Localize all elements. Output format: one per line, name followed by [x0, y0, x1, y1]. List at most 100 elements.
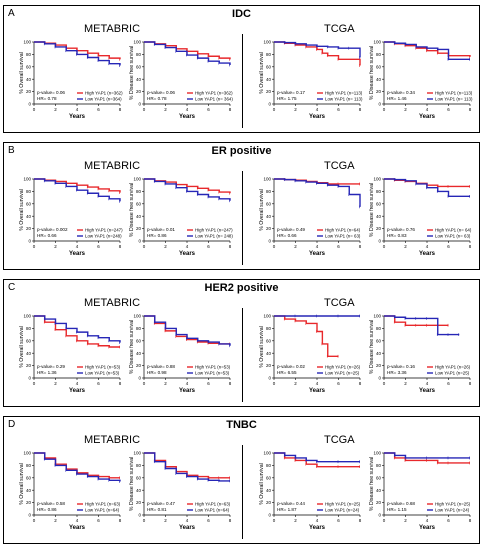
x-tick-label: 8: [229, 518, 232, 523]
x-axis-label: Years: [309, 114, 326, 120]
hazard-ratio: HR= 0.78: [37, 96, 57, 101]
y-tick-label: 40: [376, 488, 382, 493]
y-tick-label: 0: [28, 102, 31, 107]
km-plot: 0 20 40 60 80 100 0 2 4 6 8 Years % Overall survival…: [259, 451, 362, 531]
cohort-label: TCGA: [324, 160, 355, 172]
panel-b: B ER positive METABRIC 0 20 40 60 80 100 0 2 4 6 8 Yea…: [3, 142, 480, 270]
y-tick-label: 100: [133, 177, 141, 182]
y-tick-label: 100: [373, 40, 381, 45]
x-axis-label: Years: [309, 251, 326, 257]
low-yap1-curve: [384, 178, 470, 198]
y-tick-label: 100: [23, 177, 31, 182]
panel-c: C HER2 positive METABRIC 0 20 40 60 80 100 0 2 4 6 8 Y…: [3, 279, 480, 407]
legend-high-label: High YAP1 (n=63): [85, 502, 121, 507]
y-tick-label: 20: [26, 226, 32, 231]
legend-low-label: Low YAP1 (n=25): [435, 371, 470, 376]
x-tick-label: 4: [316, 381, 319, 386]
x-tick-label: 4: [426, 244, 429, 249]
legend-low-label: Low YAP1 (n=53): [85, 371, 120, 376]
hazard-ratio: HR= 0.98: [147, 370, 167, 375]
y-tick-label: 20: [26, 89, 32, 94]
x-tick-label: 8: [359, 381, 362, 386]
high-yap1-curve: [144, 315, 230, 345]
x-tick-label: 2: [54, 244, 57, 249]
y-tick-label: 40: [26, 77, 32, 82]
y-tick-label: 40: [26, 214, 32, 219]
x-axis-label: Years: [179, 525, 196, 531]
x-tick-label: 6: [337, 518, 340, 523]
x-tick-label: 0: [33, 381, 36, 386]
y-tick-label: 100: [373, 177, 381, 182]
x-tick-label: 4: [76, 244, 79, 249]
x-tick-label: 4: [316, 244, 319, 249]
y-tick-label: 20: [266, 226, 272, 231]
km-plot: 0 20 40 60 80 100 0 2 4 6 8 Years % Disease free sur…: [369, 451, 472, 531]
cohort-label: METABRIC: [84, 434, 141, 446]
legend-high-label: High YAP1 (n=63): [195, 502, 231, 507]
x-axis-label: Years: [309, 525, 326, 531]
y-tick-label: 100: [23, 40, 31, 45]
y-tick-label: 20: [136, 500, 142, 505]
cohort-label: TCGA: [324, 23, 355, 35]
p-value: p-value= 0.16: [387, 364, 415, 369]
x-tick-label: 4: [76, 381, 79, 386]
y-axis-label: % Overall survival: [259, 326, 265, 368]
legend-low-label: Low YAP1 (n= 113): [325, 97, 363, 102]
y-tick-label: 80: [266, 52, 272, 57]
y-tick-label: 20: [376, 89, 382, 94]
x-tick-label: 6: [447, 381, 450, 386]
x-tick-label: 6: [447, 107, 450, 112]
legend-high-label: High YAP1 (n= 64): [435, 228, 472, 233]
legend-low-label: Low YAP1 (n=364): [85, 97, 122, 102]
x-tick-label: 0: [143, 244, 146, 249]
x-tick-label: 0: [33, 107, 36, 112]
low-yap1-curve: [274, 41, 361, 58]
low-yap1-curve: [144, 178, 231, 201]
y-tick-label: 20: [376, 226, 382, 231]
x-tick-label: 0: [383, 244, 386, 249]
y-tick-label: 60: [26, 201, 32, 206]
low-yap1-curve: [384, 41, 470, 61]
y-tick-label: 0: [268, 102, 271, 107]
y-tick-label: 60: [376, 201, 382, 206]
p-value: p-value= 0.49: [277, 227, 305, 232]
km-plot: 0 20 40 60 80 100 0 2 4 6 8 Years % Disease free sur…: [129, 314, 232, 394]
x-tick-label: 8: [469, 107, 472, 112]
y-tick-label: 20: [376, 500, 382, 505]
y-tick-label: 100: [133, 314, 141, 319]
y-tick-label: 40: [136, 77, 142, 82]
y-tick-label: 100: [23, 451, 31, 456]
y-tick-label: 0: [138, 513, 141, 518]
y-tick-label: 0: [268, 239, 271, 244]
p-value: p-value= 0.29: [37, 364, 65, 369]
x-tick-label: 2: [404, 107, 407, 112]
y-tick-label: 60: [376, 338, 382, 343]
y-tick-label: 60: [26, 475, 32, 480]
x-tick-label: 8: [359, 107, 362, 112]
x-tick-label: 8: [469, 244, 472, 249]
panel-letter: C: [8, 282, 16, 293]
y-axis-label: % Overall survival: [19, 326, 25, 368]
cohort-divider: [242, 34, 243, 128]
y-axis-label: % Overall survival: [19, 463, 25, 505]
y-tick-label: 100: [133, 451, 141, 456]
y-tick-label: 60: [26, 338, 32, 343]
x-tick-label: 0: [143, 381, 146, 386]
x-tick-label: 4: [186, 518, 189, 523]
hazard-ratio: HR= 0.66: [37, 233, 57, 238]
p-value: p-value= 0.88: [147, 364, 175, 369]
km-plot: 0 20 40 60 80 100 0 2 4 6 8 Years % Overall survival…: [259, 40, 363, 120]
x-tick-label: 2: [404, 244, 407, 249]
x-tick-label: 0: [383, 381, 386, 386]
p-value: p-value= 0.02: [277, 364, 305, 369]
y-tick-label: 40: [26, 351, 32, 356]
panel-letter: B: [8, 145, 15, 156]
legend-high-label: High YAP1 (n=64): [325, 228, 361, 233]
y-tick-label: 80: [376, 189, 382, 194]
x-axis-label: Years: [69, 388, 86, 394]
p-value: p-value= 0.06: [147, 90, 175, 95]
low-yap1-curve: [144, 315, 231, 346]
x-tick-label: 0: [143, 107, 146, 112]
y-axis-label: % Disease free survival: [369, 46, 375, 100]
x-tick-label: 8: [359, 518, 362, 523]
